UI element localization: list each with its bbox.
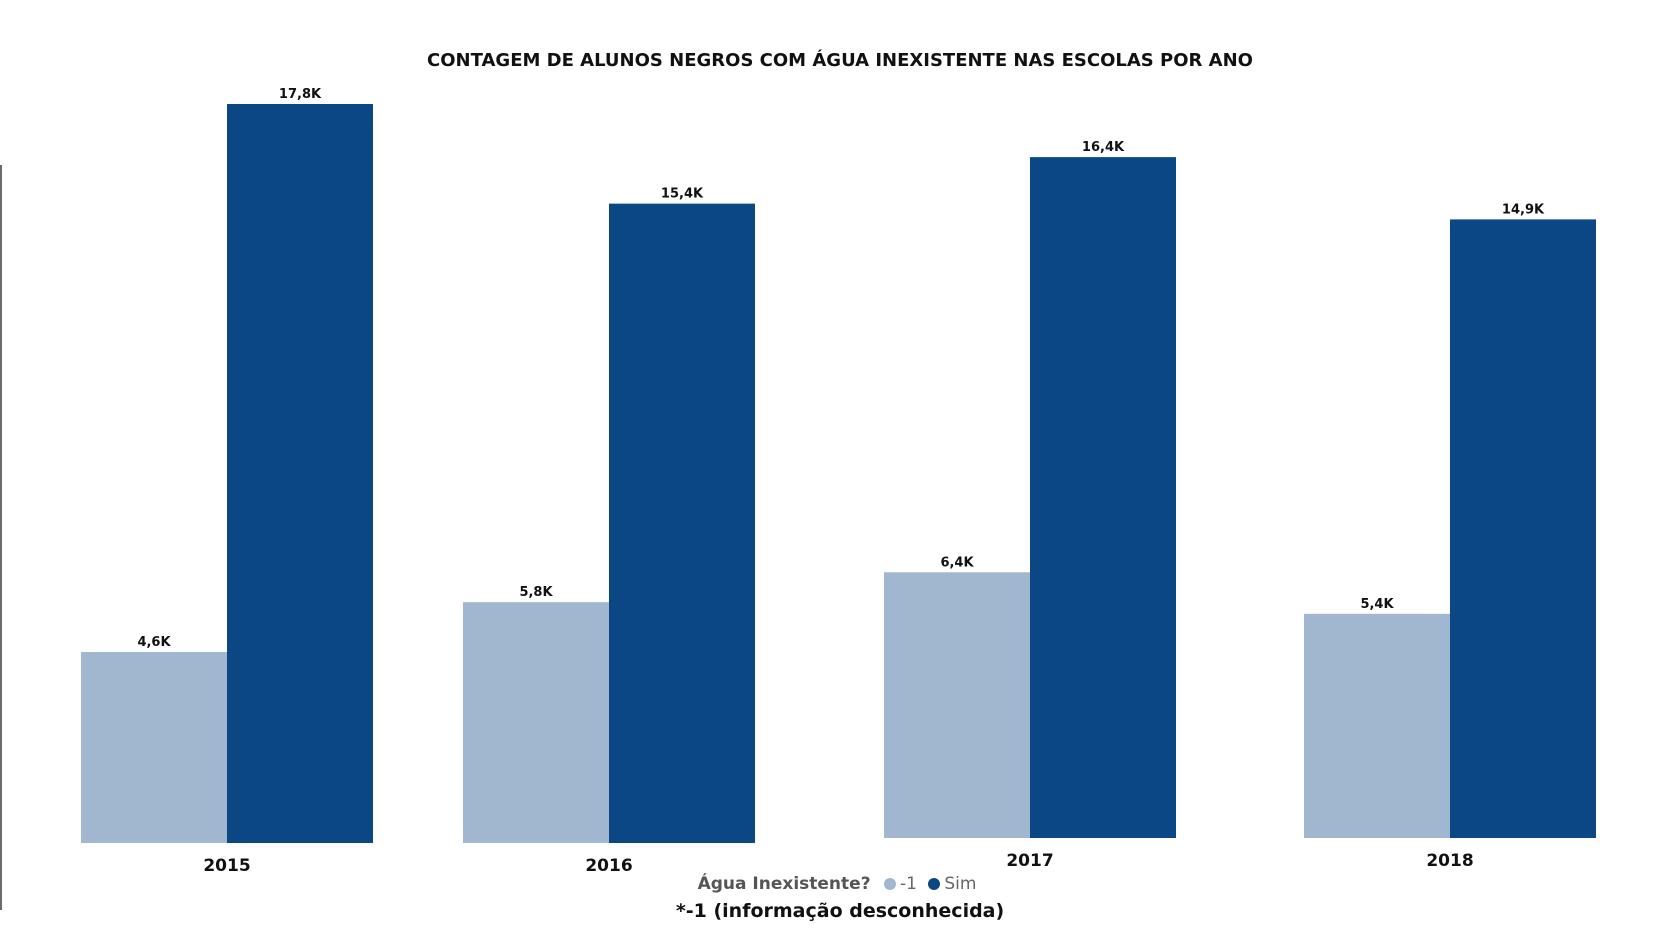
data-label-2018-unknown: 5,4K: [1360, 597, 1394, 612]
chart-title: CONTAGEM DE ALUNOS NEGROS COM ÁGUA INEXI…: [427, 50, 1253, 71]
bar-2015-sim[interactable]: [227, 104, 373, 843]
legend-title: Água Inexistente?: [697, 874, 871, 894]
bar-2016-unknown[interactable]: [463, 602, 609, 843]
left-border: [0, 165, 2, 910]
bar-2015-unknown[interactable]: [81, 652, 227, 843]
legend-item-sim[interactable]: Sim: [944, 874, 977, 894]
data-label-2017-unknown: 6,4K: [940, 555, 974, 570]
data-label-2017-sim: 16,4K: [1082, 140, 1125, 155]
footnote: *-1 (informação desconhecida): [675, 900, 1005, 922]
x-tick-label-2017: 2017: [1006, 851, 1053, 871]
x-tick-label-2016: 2016: [585, 856, 632, 876]
data-label-2018-sim: 14,9K: [1502, 202, 1545, 217]
data-label-2016-unknown: 5,8K: [519, 585, 553, 600]
bar-2017-unknown[interactable]: [884, 572, 1030, 838]
x-tick-label-2018: 2018: [1426, 851, 1473, 871]
data-label-2015-unknown: 4,6K: [137, 635, 171, 650]
data-label-2016-sim: 15,4K: [661, 187, 704, 202]
bar-2018-sim[interactable]: [1450, 219, 1596, 839]
legend-marker-sim-icon: [928, 878, 941, 890]
bar-2016-sim[interactable]: [609, 203, 755, 843]
bar-2017-sim[interactable]: [1030, 157, 1176, 838]
x-tick-label-2015: 2015: [203, 856, 250, 876]
legend-item-unknown[interactable]: -1: [899, 874, 917, 894]
data-label-2015-sim: 17,8K: [279, 87, 322, 102]
legend: Água Inexistente? -1 Sim: [0, 874, 1680, 894]
bar-2018-unknown[interactable]: [1304, 613, 1450, 838]
legend-marker-unknown-icon: [883, 878, 896, 890]
